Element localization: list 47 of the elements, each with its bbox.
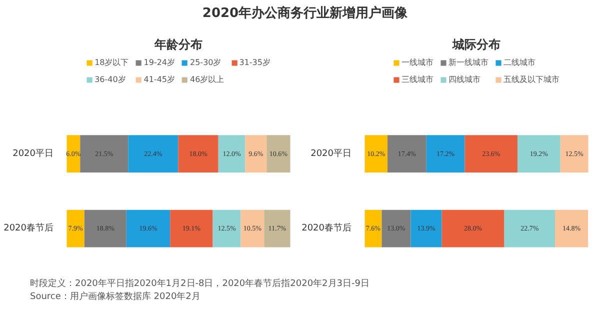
bar [170, 210, 213, 248]
bar [364, 135, 388, 172]
bar [245, 135, 267, 172]
bar [178, 135, 218, 172]
y-tick-label: 2020平日 [12, 148, 54, 159]
bar [426, 135, 465, 172]
legend-label: 四线城市 [448, 74, 480, 85]
legend-label: 46岁以上 [190, 74, 224, 85]
text: 2020年办公商务行业新增用户画像 [202, 5, 408, 23]
bar [364, 210, 382, 248]
bar [240, 210, 264, 248]
y-tick-label: 2020春节后 [302, 222, 352, 234]
bar [218, 135, 246, 172]
bar [84, 210, 126, 248]
bar [517, 135, 560, 172]
text: 时段定义：2020年平日指2020年1月2日-8日，2020年春节后指2020年2月3日-9日 [30, 278, 370, 291]
legend-label: 31-35岁 [239, 57, 270, 68]
legend-label: 41-45岁 [144, 74, 175, 85]
bar [66, 210, 84, 248]
bar [464, 135, 518, 172]
bar [560, 135, 588, 172]
bar [266, 135, 290, 172]
bar [126, 210, 170, 248]
bar [442, 210, 504, 248]
bar [388, 135, 426, 172]
legend-label: 36-40岁 [94, 74, 126, 85]
legend-label: 五线及以下城市 [504, 74, 560, 85]
bar [128, 135, 178, 172]
bar [410, 210, 442, 248]
bar [382, 210, 411, 248]
legend-label: 三线城市 [402, 74, 434, 85]
bar [80, 135, 128, 172]
legend-label: 一线城市 [402, 57, 434, 68]
legend-label: 25-30岁 [190, 57, 222, 68]
y-tick-label: 2020平日 [310, 148, 352, 159]
bar [554, 210, 588, 248]
source-note: Source：用户画像标签数据库 2020年2月 [30, 291, 200, 304]
legend-label: 二线城市 [504, 57, 536, 68]
legend-label: 新一线城市 [448, 57, 488, 68]
bar [212, 210, 241, 248]
legend-label: 18岁以下 [94, 57, 129, 68]
chart-title: 城际分布 [452, 38, 500, 52]
legend-label: 19-24岁 [144, 57, 175, 68]
chart-title: 年龄分布 [154, 38, 202, 52]
bar [264, 210, 290, 248]
bar [504, 210, 555, 248]
y-tick-label: 2020春节后 [4, 222, 54, 234]
